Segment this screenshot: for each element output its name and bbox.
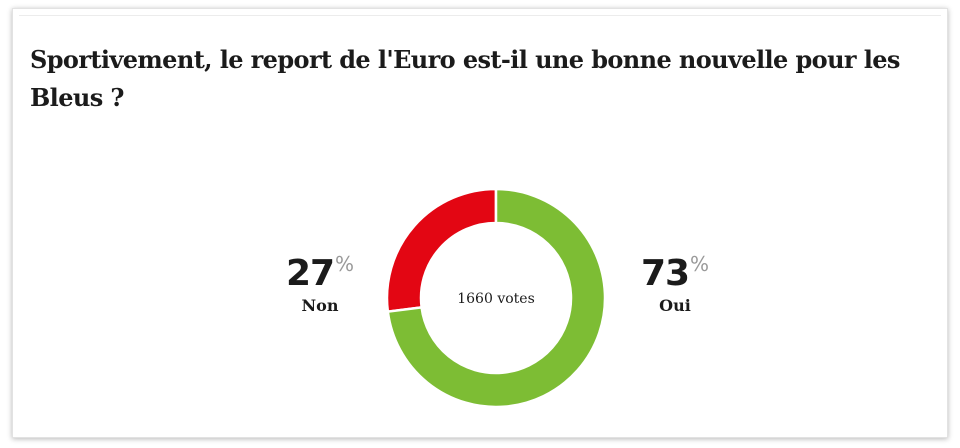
donut-slice-oui: [386, 187, 607, 409]
data-label-non: 27: [285, 253, 335, 294]
pct-line-oui: 73%: [610, 240, 740, 294]
pct-line-non: 27%: [255, 240, 385, 294]
result-oui: 73% Oui: [610, 240, 740, 315]
answer-label-oui: Oui: [659, 296, 691, 315]
answer-label-non: Non: [301, 296, 339, 315]
donut-chart: 1660 votes: [385, 187, 607, 409]
poll-question: Sportivement, le report de l'Euro est-il…: [30, 45, 900, 112]
total-votes-label: 1660 votes: [457, 291, 535, 307]
poll-card: Sportivement, le report de l'Euro est-il…: [12, 8, 948, 438]
percent-sign-non: %: [335, 252, 355, 276]
percent-sign-oui: %: [690, 252, 710, 276]
result-non: 27% Non: [255, 240, 385, 315]
data-label-oui: 73: [640, 253, 690, 294]
